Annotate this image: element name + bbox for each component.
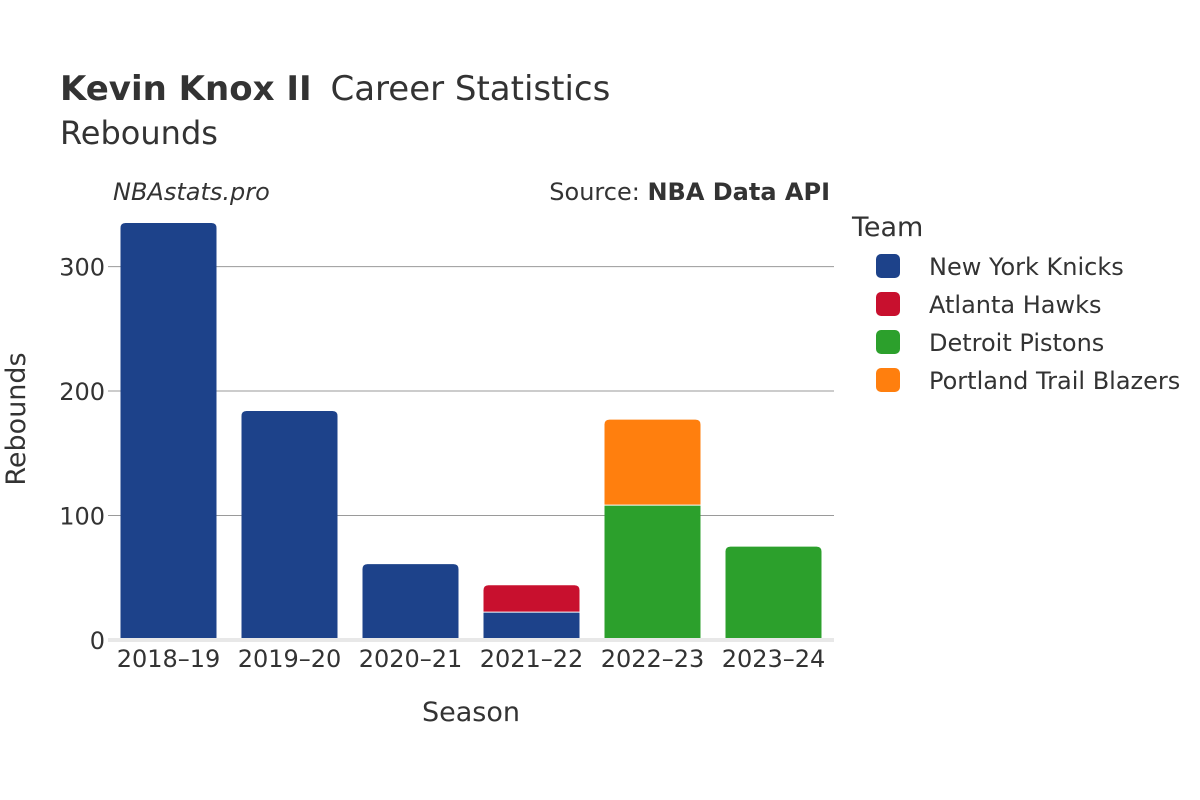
y-axis-label: Rebounds: [1, 352, 32, 485]
bar-portland-trail-blazers: [604, 419, 701, 505]
chart-title-rest: Career Statistics: [330, 69, 610, 109]
bar-detroit-pistons: [604, 505, 701, 640]
y-tick-label: 100: [59, 503, 105, 531]
legend-title: Team: [851, 212, 923, 243]
watermark: NBAstats.pro: [113, 178, 270, 206]
x-tick-label: 2023–24: [722, 645, 826, 673]
y-tick-label: 300: [59, 254, 105, 282]
bar-new-york-knicks: [483, 612, 580, 640]
x-tick-label: 2019–20: [238, 645, 342, 673]
x-tick-label: 2018–19: [117, 645, 221, 673]
bar-new-york-knicks: [241, 410, 338, 640]
x-axis-label: Season: [422, 697, 520, 728]
x-axis-ticks: 2018–19 2019–20 2020–21 2021–22 2022–23 2023–…: [117, 645, 826, 673]
y-tick-label: 200: [59, 378, 105, 406]
legend: New York Knicks Atlanta Hawks Detroit Pist…: [876, 253, 1180, 395]
bar-new-york-knicks: [120, 223, 217, 640]
legend-swatch: [876, 330, 900, 354]
chart-title: Kevin Knox II Career Statistics: [60, 69, 610, 109]
bars: [120, 223, 822, 640]
x-tick-label: 2020–21: [359, 645, 463, 673]
bar-new-york-knicks: [362, 564, 459, 640]
legend-label: Detroit Pistons: [929, 329, 1104, 357]
source-prefix: Source:: [549, 178, 647, 206]
y-axis-ticks: 0 100 200 300: [59, 254, 105, 655]
legend-label: New York Knicks: [929, 253, 1124, 281]
legend-swatch: [876, 254, 900, 278]
legend-swatch: [876, 292, 900, 316]
gridlines: [108, 266, 834, 517]
chart-subtitle: Rebounds: [60, 114, 218, 152]
x-axis-baseline: [108, 638, 834, 642]
y-tick-label: 0: [90, 627, 105, 655]
legend-label: Portland Trail Blazers: [929, 367, 1180, 395]
source-name: NBA Data API: [647, 178, 830, 206]
chart-title-player: Kevin Knox II: [60, 69, 312, 109]
x-tick-label: 2021–22: [480, 645, 584, 673]
legend-label: Atlanta Hawks: [929, 291, 1102, 319]
source-label: Source: NBA Data API: [549, 178, 830, 206]
legend-swatch: [876, 368, 900, 392]
x-tick-label: 2022–23: [601, 645, 705, 673]
bar-atlanta-hawks: [483, 585, 580, 612]
bar-detroit-pistons: [725, 546, 822, 640]
